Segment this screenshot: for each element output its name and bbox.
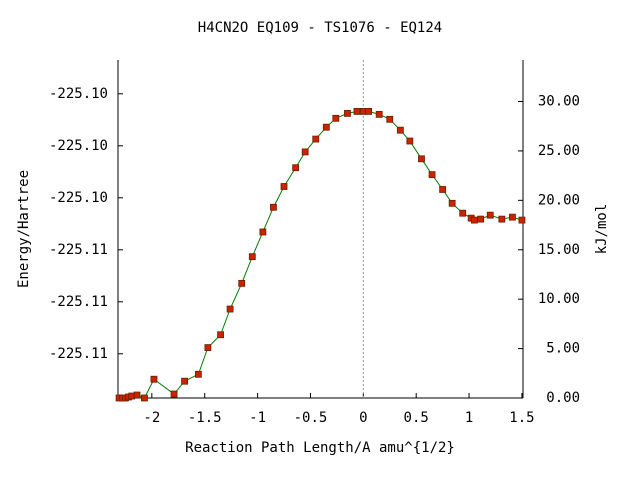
data-point (486, 211, 494, 219)
chart-title: H4CN2O EQ109 - TS1076 - EQ124 (198, 20, 442, 36)
x-axis-label: Reaction Path Length/A amu^{1/2} (185, 440, 455, 456)
data-point (386, 115, 394, 123)
data-point (470, 216, 478, 224)
data-point (439, 186, 447, 193)
y-tick-label: -225.11 (49, 242, 108, 258)
y2-tick-label: 25.00 (538, 143, 580, 159)
y-axis-label: Energy/Hartree (16, 170, 32, 288)
data-point (509, 213, 516, 221)
data-point (353, 107, 361, 115)
y-tick-label: -225.11 (49, 294, 108, 310)
x-tick-label: -2 (143, 410, 160, 426)
x-tick-label: 1 (465, 410, 473, 426)
data-point (406, 137, 414, 145)
data-point (396, 126, 404, 134)
data-point (204, 344, 212, 351)
data-point (418, 155, 425, 163)
x-tick-label: 0 (359, 410, 367, 426)
data-point (248, 253, 256, 261)
data-point (312, 135, 320, 143)
data-point (477, 215, 485, 223)
data-point (518, 216, 526, 224)
data-point (280, 183, 288, 190)
y-tick-label: -225.10 (49, 190, 108, 206)
x-tick-label: -1 (249, 410, 266, 426)
data-point (498, 215, 506, 223)
data-point (238, 279, 246, 287)
data-point (259, 228, 267, 236)
y-tick-label: -225.11 (49, 346, 108, 362)
x-tick-label: -0.5 (294, 410, 328, 426)
y2-tick-label: 0.00 (546, 390, 580, 406)
data-point (292, 164, 300, 172)
data-point (448, 199, 456, 207)
data-point (194, 370, 202, 378)
data-point (133, 391, 141, 399)
data-point (375, 110, 383, 118)
y2-tick-label: 20.00 (538, 192, 580, 208)
data-point (301, 148, 309, 156)
series-line (119, 110, 523, 399)
y2-tick-label: 30.00 (538, 94, 580, 110)
data-point (141, 394, 148, 402)
y2-tick-label: 10.00 (538, 291, 580, 307)
y2-tick-label: 15.00 (538, 242, 580, 258)
data-point (170, 390, 178, 398)
data-point (270, 203, 277, 211)
x-tick-label: 0.5 (404, 410, 429, 426)
data-point (226, 305, 234, 313)
data-point (322, 123, 330, 131)
y-tick-label: -225.10 (49, 86, 108, 102)
data-point (150, 375, 158, 383)
data-point (332, 114, 340, 122)
data-point (428, 171, 436, 179)
y-tick-label: -225.10 (49, 138, 108, 154)
data-point (365, 107, 373, 115)
data-point (217, 331, 224, 339)
y2-tick-label: 5.00 (546, 341, 580, 357)
data-point (344, 109, 351, 117)
data-point (459, 209, 467, 217)
y2-axis-label: kJ/mol (594, 204, 610, 255)
x-tick-label: -1.5 (188, 410, 222, 426)
x-tick-label: 1.5 (509, 410, 534, 426)
data-point (181, 377, 189, 385)
